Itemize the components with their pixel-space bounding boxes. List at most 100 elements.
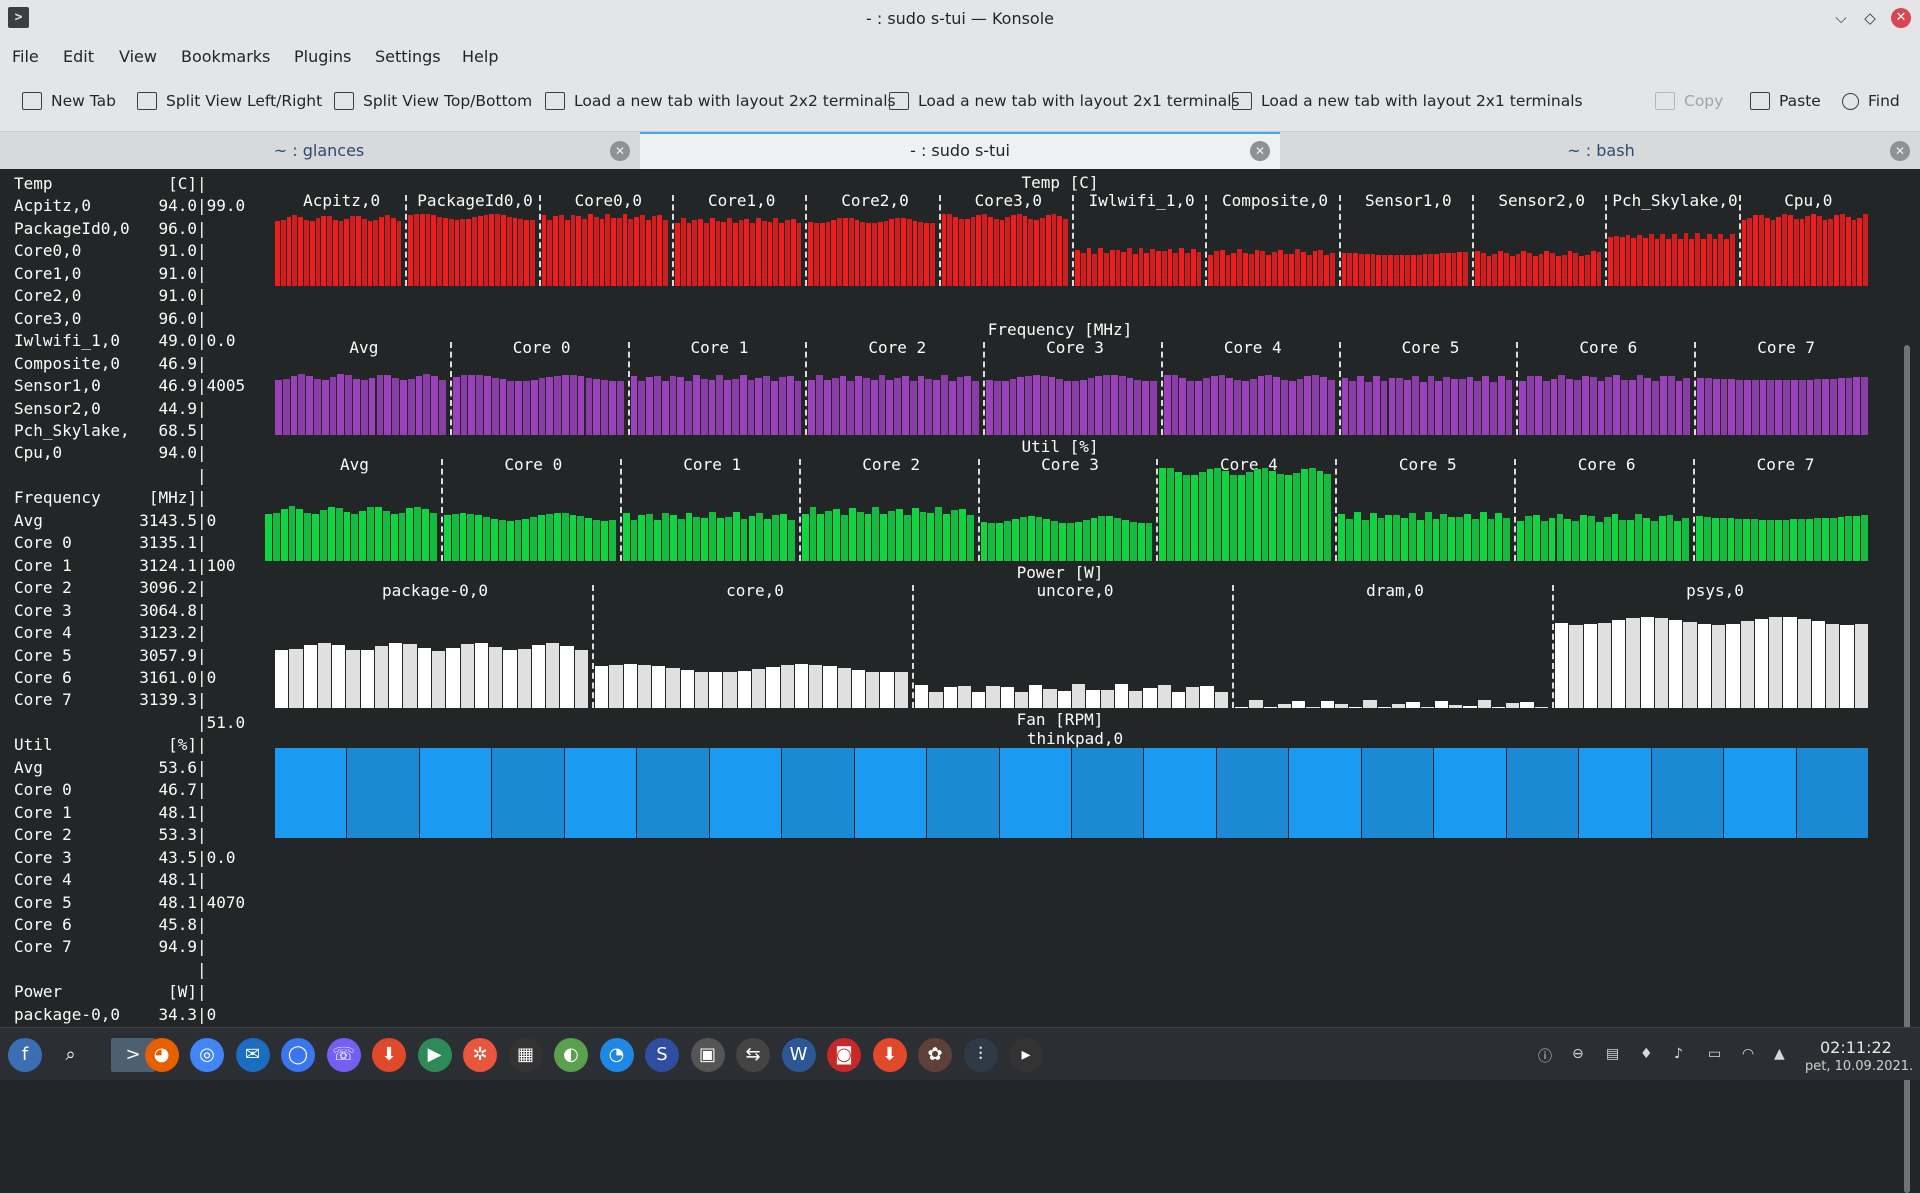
menu-bookmarks[interactable]: Bookmarks [181, 47, 271, 66]
terminal-scrollbar[interactable] [1904, 345, 1910, 1193]
teamviewer-icon[interactable]: ⇆ [736, 1038, 770, 1072]
menu-edit[interactable]: Edit [63, 47, 94, 66]
bulb-tray-icon[interactable]: ♦ [1640, 1046, 1653, 1062]
layout-2x1-horizontal-button[interactable]: Load a new tab with layout 2x1 terminals [1232, 92, 1583, 110]
freq-graph-bar [1234, 380, 1241, 435]
new-tab-button[interactable]: New Tab [22, 92, 116, 110]
tab-close-icon[interactable]: ✕ [1890, 141, 1910, 161]
qbittorrent-icon[interactable]: ◐ [554, 1038, 588, 1072]
freq-graph-bar [1071, 380, 1079, 435]
tab-bash[interactable]: ~ : bash ✕ [1282, 132, 1920, 169]
util-graph-bar [1027, 515, 1035, 561]
freq-graph-bar [1636, 375, 1644, 435]
tab-close-icon[interactable]: ✕ [1250, 141, 1270, 161]
freq-graph-bar [786, 376, 794, 435]
temp-graph-bar [437, 216, 443, 286]
gear-app-icon[interactable]: ✲ [463, 1038, 497, 1072]
menu-help[interactable]: Help [462, 47, 499, 66]
fedora-icon[interactable]: f [8, 1038, 42, 1072]
downloader2-icon[interactable]: ⬇ [872, 1038, 907, 1072]
mixer-icon[interactable]: ⫶ [963, 1038, 998, 1072]
copy-button[interactable]: Copy [1655, 92, 1723, 110]
volume-tray-icon[interactable]: ♪ [1674, 1046, 1683, 1062]
doublecmd-icon[interactable]: ◙ [827, 1038, 861, 1072]
temp-graph-bar [860, 221, 866, 286]
util-graph-bar [483, 516, 490, 561]
wps-icon[interactable]: W [781, 1038, 816, 1072]
freq-graph-bar [314, 379, 321, 435]
temp-graph-bar [280, 220, 286, 286]
temp-graph-bar [645, 219, 651, 286]
util-graph-bar [1471, 519, 1479, 561]
temp-graph-bar [1840, 214, 1845, 286]
temp-graph-bar [773, 217, 779, 286]
remote-desktop-icon[interactable]: ▣ [690, 1038, 725, 1072]
simplenote-icon[interactable]: S [645, 1038, 679, 1072]
paste-button[interactable]: Paste [1750, 92, 1821, 110]
downloader-icon[interactable]: ⬇ [372, 1038, 406, 1072]
power-graph-bar [1477, 700, 1491, 708]
power-graph-bar [1840, 624, 1854, 708]
tab-glances[interactable]: ~ : glances ✕ [0, 132, 638, 169]
temp-graph-bar [1561, 254, 1567, 286]
temp-graph-bar [471, 217, 477, 286]
close-window-icon[interactable]: ✕ [1891, 8, 1911, 28]
layout-2x2-button[interactable]: Load a new tab with layout 2x2 terminals [545, 92, 896, 110]
freq-graph-bar [1142, 380, 1150, 435]
find-button[interactable]: Find [1842, 92, 1900, 110]
split-left-right-button[interactable]: Split View Left/Right [137, 92, 322, 110]
viber-icon[interactable]: ☏ [326, 1038, 361, 1072]
battery-tray-icon[interactable]: ▭ [1708, 1046, 1722, 1062]
signal-icon[interactable]: ◯ [281, 1038, 315, 1072]
clock-date[interactable]: pet, 10.09.2021. [1805, 1059, 1914, 1074]
util-graph-bar [1650, 521, 1658, 561]
freq-graph-bar [523, 380, 530, 435]
clock-time[interactable]: 02:11:22 [1820, 1038, 1892, 1057]
util-graph-bar [1837, 517, 1845, 561]
player-icon[interactable]: ▶ [417, 1038, 452, 1072]
wifi-tray-icon[interactable]: ◠ [1742, 1046, 1755, 1062]
util-graph-bar [538, 515, 546, 561]
layout-2x1-vertical-button[interactable]: Load a new tab with layout 2x1 terminals [889, 92, 1240, 110]
terminal-view[interactable]: Temp [C]| Acpitz,0 94.0|99.0 PackageId0,… [0, 169, 1920, 1193]
menu-plugins[interactable]: Plugins [294, 47, 352, 66]
split-top-bottom-button[interactable]: Split View Top/Bottom [334, 92, 532, 110]
util-graph-bar [561, 513, 569, 561]
tray-expand-icon[interactable]: ▲ [1774, 1046, 1785, 1062]
freq-graph-bar [1620, 380, 1628, 435]
menu-file[interactable]: File [12, 47, 39, 66]
tab-s-tui[interactable]: - : sudo s-tui ✕ [640, 132, 1280, 169]
search-icon[interactable]: ⌕ [65, 1044, 76, 1065]
freq-graph-bar [1226, 377, 1234, 435]
menu-settings[interactable]: Settings [375, 47, 441, 66]
freq-graph-bar [423, 374, 431, 435]
menu-view[interactable]: View [119, 47, 157, 66]
temp-graph-bar [1643, 238, 1648, 286]
temp-graph-bar [443, 218, 448, 286]
util-graph-bar [927, 513, 935, 561]
util-graph-bar [1517, 521, 1525, 561]
util-graph-bar [864, 513, 872, 561]
tab-close-icon[interactable]: ✕ [610, 141, 630, 161]
temp-graph-bar [1376, 254, 1382, 286]
maximize-icon[interactable]: ◇ [1864, 9, 1876, 27]
calculator-icon[interactable]: ▦ [508, 1038, 543, 1072]
firefox-icon[interactable]: ◕ [144, 1038, 179, 1072]
clipboard-tray-icon[interactable]: ▤ [1606, 1046, 1620, 1062]
chromium-icon[interactable]: ◎ [190, 1038, 224, 1072]
temp-graph-bar [843, 217, 848, 286]
thunderbird-icon[interactable]: ✉ [235, 1038, 270, 1072]
info-tray-icon[interactable]: ⓘ [1538, 1049, 1552, 1065]
konsole-app-icon[interactable]: > [8, 7, 29, 28]
game-icon[interactable]: ✿ [918, 1038, 952, 1072]
video-editor-icon[interactable]: ▸ [1009, 1038, 1043, 1072]
layout-rows-icon [1232, 92, 1252, 110]
feeds-icon[interactable]: ◔ [599, 1038, 634, 1072]
temp-graph-1 [408, 214, 535, 286]
temp-graph-label: Acpitz,0 [303, 191, 381, 210]
temp-graph-11 [1741, 214, 1869, 286]
minimize-icon[interactable]: ⌵ [1835, 9, 1847, 27]
temp-graph-bar [1440, 253, 1445, 286]
temp-graph-bar [529, 219, 535, 286]
dnd-tray-icon[interactable]: ⊖ [1572, 1046, 1584, 1062]
